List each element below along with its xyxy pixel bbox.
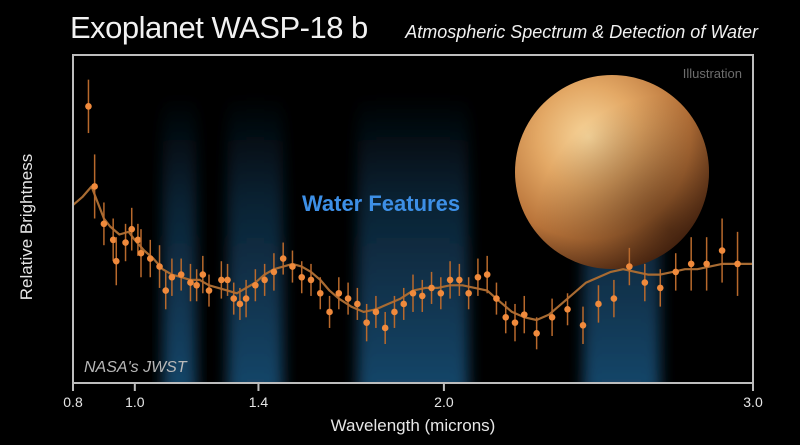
data-point: [122, 239, 129, 246]
data-point: [344, 295, 352, 302]
planet-illustration: [515, 75, 709, 269]
data-point: [137, 249, 145, 257]
data-point: [381, 324, 389, 332]
data-point: [205, 287, 213, 294]
x-tick-label: 3.0: [743, 394, 763, 410]
data-point: [109, 236, 117, 244]
data-point: [595, 300, 602, 308]
data-point: [218, 276, 225, 284]
data-point: [437, 289, 445, 297]
data-point: [493, 295, 500, 302]
data-point: [511, 319, 519, 326]
water-features-label: Water Features: [302, 191, 460, 216]
data-point: [718, 247, 726, 254]
page-title: Exoplanet WASP-18 b: [70, 10, 368, 45]
data-point: [400, 300, 408, 308]
data-point: [335, 289, 343, 297]
data-point: [289, 263, 296, 270]
water-band: [357, 95, 469, 383]
data-point: [641, 279, 649, 286]
illustration-label: Illustration: [683, 66, 742, 81]
data-point: [474, 273, 482, 281]
data-point: [261, 276, 268, 284]
data-point: [703, 260, 710, 268]
page-subtitle: Atmospheric Spectrum & Detection of Wate…: [405, 22, 758, 42]
data-point: [734, 260, 741, 268]
data-point: [162, 287, 170, 294]
data-point: [363, 319, 370, 326]
data-point: [533, 330, 540, 337]
data-point: [316, 289, 324, 297]
plot-frame: [72, 54, 754, 384]
data-point: [156, 263, 163, 270]
data-point: [279, 255, 287, 262]
data-point: [372, 308, 380, 316]
data-point: [610, 295, 618, 302]
data-point: [502, 313, 510, 321]
data-point: [177, 271, 185, 278]
credit-label: NASA's JWST: [84, 359, 188, 376]
data-point: [100, 220, 108, 228]
data-point: [326, 308, 333, 316]
data-point: [193, 281, 200, 289]
data-point: [465, 289, 472, 297]
x-tick-label: 1.0: [125, 394, 145, 410]
data-point: [446, 276, 454, 284]
data-point: [307, 276, 315, 284]
data-point: [418, 292, 426, 300]
x-tick-label: 1.4: [249, 394, 269, 410]
data-point: [112, 257, 120, 265]
data-point: [236, 300, 244, 308]
data-point: [199, 271, 207, 278]
data-point: [242, 295, 250, 302]
data-point: [520, 311, 528, 318]
data-point: [409, 289, 417, 297]
water-band: [227, 95, 284, 383]
data-point: [456, 276, 463, 284]
x-tick-label: 0.8: [63, 394, 83, 410]
data-point: [354, 300, 361, 308]
data-point: [128, 225, 136, 233]
data-point: [168, 273, 176, 281]
x-axis-label: Wavelength (microns): [330, 416, 496, 435]
data-point: [252, 281, 259, 289]
data-point: [270, 268, 278, 276]
data-point: [230, 295, 238, 302]
data-point: [428, 284, 435, 292]
data-point: [656, 284, 664, 292]
data-point: [626, 263, 633, 270]
data-point: [146, 255, 154, 262]
data-point: [687, 260, 695, 268]
data-point: [483, 271, 491, 278]
data-point: [391, 308, 398, 316]
data-point: [564, 305, 571, 313]
data-point: [224, 276, 231, 284]
data-point: [298, 273, 306, 281]
y-axis-label: Relative Brightness: [17, 153, 36, 301]
water-band: [162, 95, 197, 383]
data-point: [579, 322, 587, 329]
data-point: [91, 183, 98, 190]
data-point: [672, 268, 680, 276]
x-tick-label: 2.0: [434, 394, 454, 410]
data-point: [548, 313, 556, 321]
data-point: [187, 279, 194, 286]
data-point: [85, 103, 92, 110]
data-point: [134, 236, 142, 244]
